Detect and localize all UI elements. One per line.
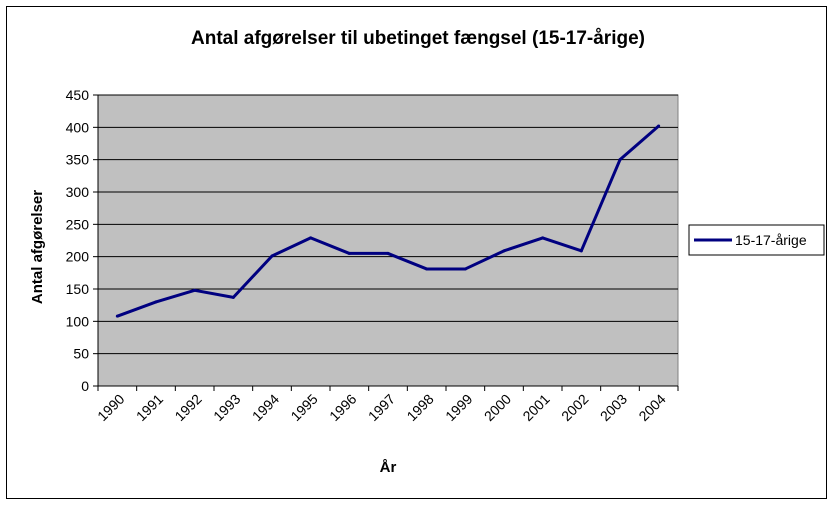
legend-label: 15-17-årige <box>735 232 807 248</box>
y-tick-label: 0 <box>81 378 89 394</box>
x-tick-label: 2001 <box>519 391 552 424</box>
x-tick-label: 2002 <box>558 391 591 424</box>
plot-area <box>97 94 679 387</box>
data-point <box>425 267 429 271</box>
x-tick-label: 1995 <box>287 391 320 424</box>
x-axis-ticks: 1990 1991 1992 1993 1994 1995 1996 1997 1998 1999… <box>94 386 679 424</box>
data-point <box>347 251 351 255</box>
data-point <box>115 314 119 318</box>
x-tick-label: 2000 <box>481 391 514 424</box>
y-tick-label: 250 <box>66 216 90 232</box>
data-point <box>386 251 390 255</box>
data-point <box>231 295 235 299</box>
x-tick-label: 1991 <box>133 391 166 424</box>
y-tick-label: 350 <box>66 152 90 168</box>
series-layer <box>115 124 661 318</box>
x-tick-label: 1993 <box>210 391 243 424</box>
data-point <box>541 236 545 240</box>
chart-title: Antal afgørelser til ubetinget fængsel (… <box>191 28 645 49</box>
x-tick-label: 1999 <box>442 391 475 424</box>
x-tick-label: 2004 <box>635 391 668 424</box>
y-tick-label: 400 <box>66 119 90 135</box>
x-tick-label: 1990 <box>94 391 127 424</box>
y-axis-label: Antal afgørelser <box>29 190 46 304</box>
x-tick-label: 1994 <box>249 391 282 424</box>
data-point <box>154 300 158 304</box>
y-tick-label: 300 <box>66 184 90 200</box>
x-tick-label: 1996 <box>326 391 359 424</box>
data-point <box>579 249 583 253</box>
x-axis-label: År <box>380 459 397 476</box>
y-axis-ticks: 0 50 100 150 200 250 300 350 400 450 <box>66 87 678 394</box>
legend: 15-17-årige <box>688 224 825 256</box>
data-point <box>463 267 467 271</box>
y-tick-label: 450 <box>66 87 90 103</box>
grid-lines <box>98 94 678 355</box>
data-point <box>270 254 274 258</box>
data-point <box>502 249 506 253</box>
x-tick-label: 1997 <box>365 391 398 424</box>
data-point <box>657 124 661 128</box>
data-point <box>193 288 197 292</box>
y-tick-label: 50 <box>73 346 89 362</box>
x-tick-label: 1992 <box>171 391 204 424</box>
data-point <box>309 236 313 240</box>
y-tick-label: 150 <box>66 281 90 297</box>
data-point <box>618 158 622 162</box>
y-tick-label: 100 <box>66 313 90 329</box>
x-tick-label: 1998 <box>403 391 436 424</box>
y-tick-label: 200 <box>66 249 90 265</box>
x-tick-label: 2003 <box>597 391 630 424</box>
